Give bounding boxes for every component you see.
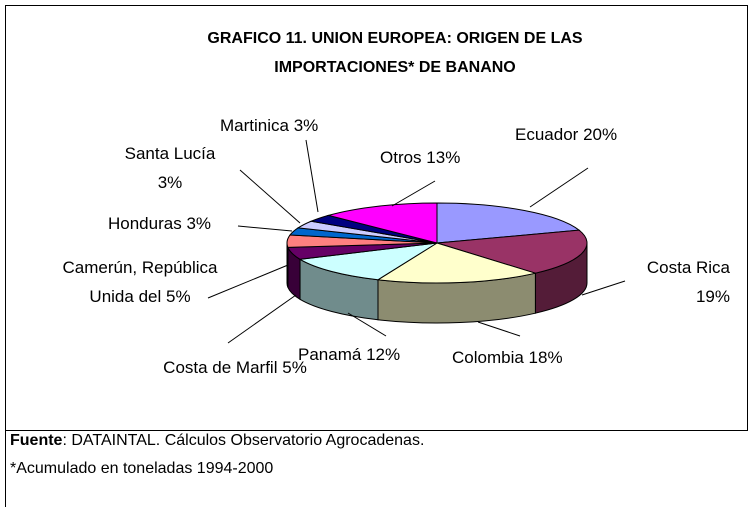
value-label: 12% bbox=[366, 345, 401, 364]
leader-line bbox=[391, 180, 436, 207]
value-label: 19% bbox=[695, 287, 730, 306]
source-label: Fuente bbox=[10, 432, 63, 449]
slice-label: Camerún, República Unida del 5% bbox=[60, 253, 220, 311]
value-label: 3% bbox=[186, 214, 212, 233]
leader-line bbox=[237, 225, 293, 232]
value-label: 5% bbox=[165, 287, 191, 306]
slice-label: Costa Rica 19% bbox=[620, 253, 730, 311]
leader-line bbox=[477, 321, 521, 337]
leader-line bbox=[347, 312, 387, 337]
category-label: Colombia bbox=[452, 348, 524, 367]
category-label: Ecuador bbox=[515, 125, 579, 144]
leader-line bbox=[207, 264, 289, 299]
leader-line bbox=[305, 139, 319, 213]
source: Fuente: DATAINTAL. Cálculos Observatorio… bbox=[10, 432, 424, 450]
leader-line bbox=[529, 167, 589, 208]
leader-line bbox=[581, 280, 626, 296]
slice-label: Colombia 18% bbox=[452, 343, 602, 372]
source-text: : DATAINTAL. Cálculos Observatorio Agroc… bbox=[62, 432, 425, 449]
category-label: Honduras bbox=[108, 214, 182, 233]
chart-border bbox=[5, 5, 748, 431]
value-label: 5% bbox=[282, 358, 307, 377]
value-label: 20% bbox=[583, 125, 618, 144]
slice-label: Ecuador 20% bbox=[515, 120, 685, 149]
category-label: Costa de Marfil bbox=[163, 358, 278, 377]
category-label: Camerún, República Unida del bbox=[62, 258, 218, 306]
value-label: 3% bbox=[157, 173, 183, 192]
chart-title: GRAFICO 11. UNION EUROPEA: ORIGEN DE LAS… bbox=[207, 30, 583, 76]
value-label: 13% bbox=[426, 148, 461, 167]
leader-line bbox=[227, 294, 297, 344]
category-label: Santa Lucía bbox=[124, 144, 216, 163]
slice bbox=[326, 202, 438, 244]
slice-label: Costa de Marfil 5% bbox=[150, 353, 320, 382]
category-label: Otros bbox=[380, 148, 422, 167]
slice bbox=[436, 229, 588, 274]
slice-label: Santa Lucía 3% bbox=[110, 139, 230, 197]
slice-label: Honduras 3% bbox=[108, 209, 258, 238]
category-label: Panamá bbox=[298, 345, 362, 364]
note: *Acumulado en toneladas 1994-2000 bbox=[10, 460, 274, 477]
slice-label: Otros 13% bbox=[380, 143, 500, 172]
category-label: Martinica bbox=[220, 116, 289, 135]
value-label: 3% bbox=[293, 116, 319, 135]
slice-label: Martinica 3% bbox=[220, 111, 360, 140]
slice bbox=[376, 242, 538, 284]
slice-label: Panamá 12% bbox=[298, 340, 438, 369]
value-label: 18% bbox=[528, 348, 563, 367]
leader-line bbox=[239, 169, 301, 224]
slice bbox=[298, 242, 438, 281]
category-label: Costa Rica bbox=[646, 258, 730, 277]
